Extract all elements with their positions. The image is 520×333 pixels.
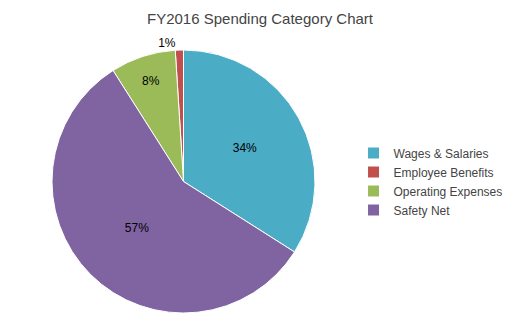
svg-text:FY2016 Spending Category Chart: FY2016 Spending Category Chart bbox=[147, 10, 374, 27]
svg-text:Employee Benefits: Employee Benefits bbox=[394, 166, 494, 180]
svg-text:57%: 57% bbox=[125, 221, 149, 235]
svg-text:Operating Expenses: Operating Expenses bbox=[394, 185, 503, 199]
svg-text:8%: 8% bbox=[142, 74, 160, 88]
svg-text:34%: 34% bbox=[233, 141, 257, 155]
svg-text:Safety Net: Safety Net bbox=[394, 204, 451, 218]
svg-text:1%: 1% bbox=[158, 36, 176, 50]
svg-text:Wages & Salaries: Wages & Salaries bbox=[394, 147, 489, 161]
